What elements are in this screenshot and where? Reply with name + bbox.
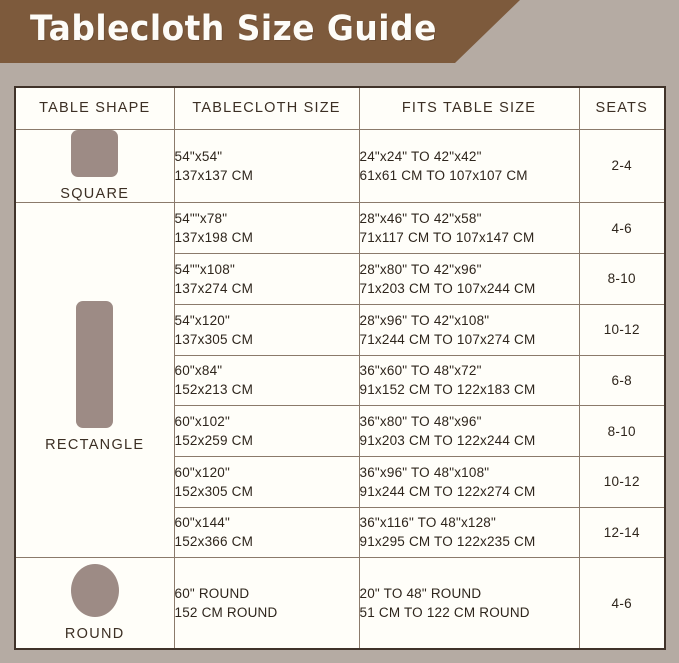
column-header-table-shape: TABLE SHAPE bbox=[14, 86, 175, 130]
cell-seats: 10-12 bbox=[578, 303, 666, 356]
cloth-size-cm: 152x366 CM bbox=[174, 534, 254, 550]
cloth-size-cm: 137x198 CM bbox=[174, 230, 254, 246]
fits-size-inches: 20" TO 48" ROUND bbox=[359, 586, 482, 602]
shape-label-square: SQUARE bbox=[60, 185, 130, 202]
cloth-size-inches: 54"x120" bbox=[174, 312, 230, 328]
fits-size-cm: 91x244 CM TO 122x274 CM bbox=[359, 483, 536, 499]
cell-seats: 2-4 bbox=[578, 128, 666, 204]
cloth-size-cm: 137x137 CM bbox=[174, 167, 254, 183]
fits-size-cm: 51 CM TO 122 CM ROUND bbox=[359, 605, 530, 621]
table-row: SQUARE 54"x54" 137x137 CM 24"x24" TO 42"… bbox=[14, 128, 666, 204]
column-header-seats: SEATS bbox=[578, 86, 666, 130]
cloth-size-inches: 60"x84" bbox=[174, 363, 223, 379]
rectangle-shape-icon bbox=[76, 301, 114, 429]
fits-size-cm: 91x203 CM TO 122x244 CM bbox=[359, 433, 536, 448]
fits-size-inches: 36"x96" TO 48"x108" bbox=[359, 464, 490, 480]
fits-size-inches: 28"x80" TO 42"x96" bbox=[359, 261, 482, 277]
cloth-size-inches: 60"x144" bbox=[174, 515, 230, 531]
cloth-size-cm: 152 CM ROUND bbox=[174, 605, 278, 621]
cell-tablecloth-size: 60"x84" 152x213 CM bbox=[173, 354, 360, 407]
banner-background-shape bbox=[0, 0, 520, 63]
fits-size-cm: 71x117 CM TO 107x147 CM bbox=[359, 230, 535, 246]
column-header-tablecloth-size: TABLECLOTH SIZE bbox=[173, 86, 360, 130]
fits-size-cm: 71x244 CM TO 107x274 CM bbox=[359, 331, 536, 347]
cell-tablecloth-size: 60" ROUND 152 CM ROUND bbox=[173, 557, 360, 650]
cloth-size-inches: 60" ROUND bbox=[174, 586, 250, 602]
table-row: 54""x108" 137x274 CM 28"x80" TO 42"x96" … bbox=[15, 253, 666, 305]
fits-size-inches: 28"x96" TO 42"x108" bbox=[359, 312, 490, 328]
fits-size-inches: 36"x80" TO 48"x96" bbox=[359, 414, 482, 429]
cell-fits-table-size: 36"x96" TO 48"x108" 91x244 CM TO 122x274… bbox=[358, 455, 580, 508]
cell-tablecloth-size: 54""x78" 137x198 CM bbox=[173, 202, 360, 255]
cell-seats: 4-6 bbox=[578, 557, 666, 650]
cloth-size-inches: 54""x78" bbox=[174, 211, 228, 227]
cloth-size-inches: 54"x54" bbox=[174, 148, 223, 164]
cell-fits-table-size: 36"x80" TO 48"x96" 91x203 CM TO 122x244 … bbox=[358, 405, 580, 457]
cloth-size-inches: 54""x108" bbox=[174, 261, 235, 277]
cell-fits-table-size: 28"x96" TO 42"x108" 71x244 CM TO 107x274… bbox=[358, 303, 580, 356]
cell-fits-table-size: 24"x24" TO 42"x42" 61x61 CM TO 107x107 C… bbox=[358, 128, 580, 204]
cell-tablecloth-size: 60"x120" 152x305 CM bbox=[173, 455, 360, 508]
fits-size-cm: 61x61 CM TO 107x107 CM bbox=[359, 167, 528, 183]
cell-fits-table-size: 36"x60" TO 48"x72" 91x152 CM TO 122x183 … bbox=[358, 354, 580, 407]
shape-label-round: ROUND bbox=[64, 626, 125, 643]
table-row: ROUND 60" ROUND 152 CM ROUND 20" TO 48" … bbox=[14, 557, 666, 650]
cell-seats: 4-6 bbox=[578, 202, 666, 255]
cloth-size-cm: 152x259 CM bbox=[174, 433, 254, 448]
fits-size-cm: 71x203 CM TO 107x244 CM bbox=[359, 280, 536, 296]
cell-seats: 12-14 bbox=[578, 506, 666, 559]
column-header-fits-table-size: FITS TABLE SIZE bbox=[358, 86, 580, 130]
fits-size-inches: 36"x60" TO 48"x72" bbox=[359, 363, 482, 379]
cell-tablecloth-size: 54"x120" 137x305 CM bbox=[173, 303, 360, 356]
cell-seats: 8-10 bbox=[578, 405, 666, 457]
shape-label-rectangle: RECTANGLE bbox=[45, 437, 145, 454]
cell-fits-table-size: 36"x116" TO 48"x128" 91x295 CM TO 122x23… bbox=[358, 506, 580, 559]
cell-tablecloth-size: 54""x108" 137x274 CM bbox=[173, 253, 360, 305]
cloth-size-cm: 137x305 CM bbox=[174, 331, 254, 347]
cell-tablecloth-size: 60"x144" 152x366 CM bbox=[173, 506, 360, 559]
cell-fits-table-size: 20" TO 48" ROUND 51 CM TO 122 CM ROUND bbox=[358, 557, 580, 650]
fits-size-inches: 24"x24" TO 42"x42" bbox=[359, 148, 482, 164]
shape-cell-square: SQUARE bbox=[14, 128, 175, 204]
table-row: 54"x120" 137x305 CM 28"x96" TO 42"x108" … bbox=[15, 303, 666, 356]
cloth-size-cm: 152x213 CM bbox=[174, 382, 254, 398]
cell-tablecloth-size: 54"x54" 137x137 CM bbox=[173, 128, 360, 204]
round-shape-icon bbox=[70, 564, 119, 618]
shape-cell-rectangle: RECTANGLE bbox=[14, 202, 175, 559]
table-row: RECTANGLE 54""x78" 137x198 CM 28"x46" TO… bbox=[14, 202, 666, 559]
table-row: 60"x84" 152x213 CM 36"x60" TO 48"x72" 91… bbox=[15, 354, 666, 407]
cloth-size-cm: 137x274 CM bbox=[174, 280, 254, 296]
cell-seats: 8-10 bbox=[578, 253, 666, 305]
cell-fits-table-size: 28"x80" TO 42"x96" 71x203 CM TO 107x244 … bbox=[358, 253, 580, 305]
table-row: 60"x144" 152x366 CM 36"x116" TO 48"x128"… bbox=[15, 506, 666, 559]
cell-tablecloth-size: 60"x102" 152x259 CM bbox=[173, 405, 360, 457]
table-row: 60"x120" 152x305 CM 36"x96" TO 48"x108" … bbox=[15, 455, 666, 508]
fits-size-inches: 28"x46" TO 42"x58" bbox=[359, 211, 482, 227]
page-title: Tablecloth Size Guide bbox=[30, 9, 437, 49]
cell-fits-table-size: 28"x46" TO 42"x58" 71x117 CM TO 107x147 … bbox=[358, 202, 580, 255]
header-banner: Tablecloth Size Guide bbox=[0, 0, 679, 63]
cell-seats: 10-12 bbox=[578, 455, 666, 508]
cloth-size-inches: 60"x120" bbox=[174, 464, 230, 480]
square-shape-icon bbox=[71, 129, 119, 177]
cell-seats: 6-8 bbox=[578, 354, 666, 407]
fits-size-cm: 91x152 CM TO 122x183 CM bbox=[359, 382, 536, 398]
tablecloth-size-table: TABLE SHAPE TABLECLOTH SIZE FITS TABLE S… bbox=[14, 86, 666, 650]
fits-size-inches: 36"x116" TO 48"x128" bbox=[359, 515, 497, 531]
fits-size-cm: 91x295 CM TO 122x235 CM bbox=[359, 534, 536, 550]
table-header-row: TABLE SHAPE TABLECLOTH SIZE FITS TABLE S… bbox=[14, 86, 666, 130]
cloth-size-cm: 152x305 CM bbox=[174, 483, 254, 499]
cloth-size-inches: 60"x102" bbox=[174, 414, 230, 429]
shape-cell-round: ROUND bbox=[14, 557, 175, 650]
